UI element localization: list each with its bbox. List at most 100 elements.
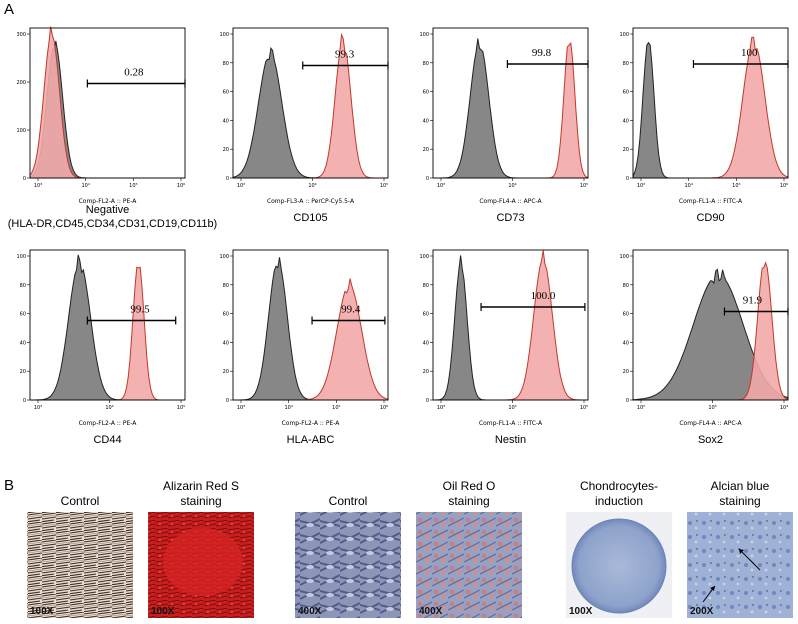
x-tick-label: 10³ xyxy=(708,405,716,411)
panel-a-letter: A xyxy=(4,1,14,18)
y-tick-label: 80 xyxy=(20,283,26,289)
isotype-curve xyxy=(232,46,388,179)
arrowhead xyxy=(739,549,744,554)
y-tick-label: 40 xyxy=(223,118,229,124)
histogram-hla-abc: 0 20 40 60 80 100 10³ 10⁴ 10⁵ 10⁶ 99.4 Comp-FL2-A :… xyxy=(219,249,389,446)
y-tick-label: 0 xyxy=(626,176,629,182)
mineral-deposit xyxy=(163,528,243,596)
x-tick-label: 10⁵ xyxy=(732,183,740,189)
x-tick-label: 10⁵ xyxy=(129,183,137,189)
x-tick-label: 10³ xyxy=(637,183,645,189)
marker-name: Nestin xyxy=(495,434,526,446)
y-tick-label: 0 xyxy=(23,398,26,404)
x-tick-label: 10⁴ xyxy=(780,405,788,411)
image-title: Chondrocytes- xyxy=(580,479,658,493)
y-tick-label: 200 xyxy=(16,80,26,86)
gate-percent: 100.0 xyxy=(531,290,556,302)
x-axis-label: Comp-FL4-A :: APC-A xyxy=(679,420,742,427)
magnification-label: 400X xyxy=(419,606,443,617)
x-tick-label: 10⁶ xyxy=(177,183,185,189)
x-tick-label: 10⁶ xyxy=(780,183,788,189)
stained-curve xyxy=(29,26,185,179)
x-tick-label: 10⁴ xyxy=(508,405,516,411)
marker-name-line2: (HLA-DR,CD45,CD34,CD31,CD19,CD11b) xyxy=(8,218,217,230)
y-tick-label: 0 xyxy=(226,176,229,182)
micrograph xyxy=(416,512,522,618)
magnification-label: 200X xyxy=(690,606,714,617)
y-tick-label: 40 xyxy=(623,118,629,124)
marker-name: CD44 xyxy=(93,434,121,446)
image-title: Alcian blue xyxy=(711,479,770,493)
y-tick-label: 60 xyxy=(623,90,629,96)
x-tick-label: 10³ xyxy=(437,183,445,189)
micrograph xyxy=(687,512,793,618)
y-tick-label: 0 xyxy=(626,398,629,404)
x-tick-label: 10⁵ xyxy=(177,405,185,411)
x-tick-label: 10³ xyxy=(237,183,245,189)
image-title: Control xyxy=(61,494,100,508)
plot-frame xyxy=(29,249,186,401)
y-tick-label: 60 xyxy=(423,312,429,318)
plot-frame xyxy=(232,249,389,401)
y-tick-label: 80 xyxy=(423,61,429,67)
y-tick-label: 80 xyxy=(623,61,629,67)
isotype-curve xyxy=(433,255,588,401)
gate-percent: 99.3 xyxy=(335,49,355,61)
marker-name: Sox2 xyxy=(698,434,723,446)
plot-frame xyxy=(432,27,589,179)
x-axis-label: Comp-FL2-A :: PE-A xyxy=(79,420,138,427)
y-tick-label: 100 xyxy=(16,254,26,260)
y-tick-label: 100 xyxy=(419,32,429,38)
x-tick-label: 10⁴ xyxy=(508,183,516,189)
marker-name: CD105 xyxy=(293,212,327,224)
x-tick-label: 10⁵ xyxy=(580,183,588,189)
image-title: Oil Red O xyxy=(443,479,496,493)
y-tick-label: 80 xyxy=(223,61,229,67)
y-tick-label: 80 xyxy=(623,283,629,289)
y-tick-label: 0 xyxy=(23,176,26,182)
marker-name: CD73 xyxy=(496,212,524,224)
y-tick-label: 100 xyxy=(419,254,429,260)
x-tick-label: 10² xyxy=(637,405,645,411)
stained-curve xyxy=(233,278,389,401)
x-axis-label: Comp-FL3-A :: PerCP-Cy5.5-A xyxy=(267,198,355,205)
x-tick-label: 10⁶ xyxy=(380,405,388,411)
magnification-label: 400X xyxy=(298,606,322,617)
y-tick-label: 40 xyxy=(223,340,229,346)
y-tick-label: 60 xyxy=(623,312,629,318)
y-tick-label: 0 xyxy=(426,398,429,404)
isotype-curve xyxy=(30,254,185,401)
stain-image-5: Chondrocytes-induction 100X xyxy=(566,479,672,618)
magnification-label: 100X xyxy=(30,606,54,617)
marker-name: Negative xyxy=(86,204,129,216)
y-tick-label: 80 xyxy=(423,283,429,289)
image-title-line2: staining xyxy=(180,494,221,508)
y-tick-label: 20 xyxy=(20,369,26,375)
y-tick-label: 20 xyxy=(223,147,229,153)
stain-image-3: Control 400X xyxy=(295,494,401,618)
y-tick-label: 20 xyxy=(423,147,429,153)
arrow xyxy=(738,548,761,571)
y-tick-label: 20 xyxy=(623,369,629,375)
stained-curve xyxy=(30,266,185,401)
x-tick-label: 10⁴ xyxy=(284,405,292,411)
y-tick-label: 60 xyxy=(223,312,229,318)
micrograph xyxy=(295,512,401,618)
gate-percent: 100 xyxy=(741,47,758,59)
micrograph xyxy=(27,512,133,618)
x-axis-label: Comp-FL1-A :: FITC-A xyxy=(679,198,743,205)
gate-percent: 99.8 xyxy=(532,47,552,59)
gate-percent: 99.4 xyxy=(341,304,361,316)
x-tick-label: 10⁵ xyxy=(580,405,588,411)
y-tick-label: 100 xyxy=(219,32,229,38)
x-tick-label: 10⁵ xyxy=(332,405,340,411)
plot-frame xyxy=(632,27,789,179)
plot-frame xyxy=(432,249,589,401)
